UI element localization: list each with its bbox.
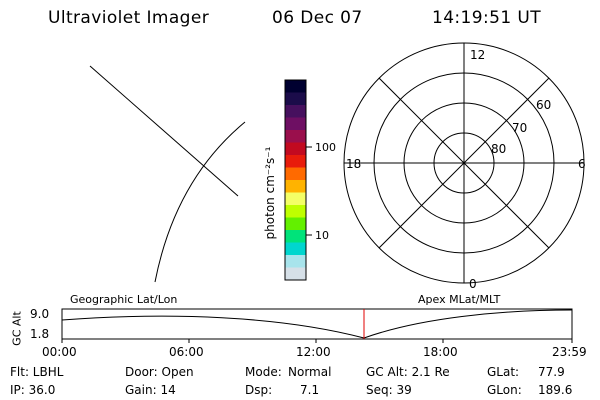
map-line-curve — [154, 121, 246, 283]
mode-label: Mode: — [245, 365, 282, 379]
map-line-diagonal — [89, 65, 239, 197]
apex-label: Apex MLat/MLT — [418, 293, 501, 306]
lat-label-60: 60 — [536, 98, 552, 112]
colorbar-cell — [285, 167, 306, 181]
polar-diagonal-2 — [378, 77, 550, 249]
xtick-1800: 18:00 — [423, 345, 458, 359]
dsp-label: Dsp: — [245, 383, 273, 397]
colorbar-cell — [285, 105, 306, 118]
door-info: Door: Open — [125, 365, 194, 379]
xtick-0600: 06:00 — [169, 345, 204, 359]
glon-value: 189.6 — [538, 383, 573, 397]
dsp-value: 7.1 — [300, 383, 320, 397]
colorbar-cell — [285, 142, 306, 156]
colorbar-cell — [285, 130, 306, 143]
altitude-curve-right — [363, 309, 573, 339]
mlt-label-6: 6 — [578, 157, 586, 171]
colorbar-cell — [285, 155, 306, 168]
ip-info: IP: 36.0 — [10, 383, 56, 397]
colorbar-cell — [285, 117, 306, 131]
glat-value: 77.9 — [538, 365, 565, 379]
gain-info: Gain: 14 — [125, 383, 176, 397]
colorbar-cell — [285, 230, 306, 243]
colorbar-cell — [285, 242, 306, 256]
xtick-0000: 00:00 — [42, 345, 77, 359]
colorbar-cell — [285, 217, 306, 231]
time-label: 14:19:51 UT — [432, 8, 541, 28]
glat-label: GLat: — [487, 365, 520, 379]
mlt-label-12: 12 — [470, 48, 486, 62]
colorbar-cell — [285, 192, 306, 206]
colorbar-cell — [285, 205, 306, 218]
ytick-1-8: 1.8 — [30, 327, 50, 341]
date-label: 06 Dec 07 — [272, 8, 363, 28]
glon-label: GLon: — [487, 383, 522, 397]
seq-info: Seq: 39 — [366, 383, 412, 397]
lat-label-80: 80 — [491, 142, 507, 156]
xtick-1200: 12:00 — [296, 345, 331, 359]
flt-info: Flt: LBHL — [10, 365, 64, 379]
mode-value: Normal — [288, 365, 332, 379]
gc-alt-info: GC Alt: 2.1 Re — [366, 365, 450, 379]
colorbar-cell — [285, 180, 306, 193]
timeline-frame — [61, 308, 573, 340]
xtick-2359: 23:59 — [552, 345, 587, 359]
colorbar-cell — [285, 267, 306, 281]
mlt-label-0: 0 — [469, 277, 477, 291]
colorbar-tick-10: 10 — [315, 229, 329, 242]
mlt-label-18: 18 — [346, 157, 362, 171]
app-title: Ultraviolet Imager — [48, 8, 210, 28]
colorbar-tick-100: 100 — [315, 141, 336, 154]
colorbar-cell — [285, 80, 306, 93]
geographic-label: Geographic Lat/Lon — [70, 293, 178, 306]
lat-label-70: 70 — [512, 121, 528, 135]
colorbar-cell — [285, 92, 306, 106]
altitude-curve-left — [61, 315, 365, 339]
colorbar-cell — [285, 255, 306, 268]
ytick-9: 9.0 — [30, 307, 50, 321]
